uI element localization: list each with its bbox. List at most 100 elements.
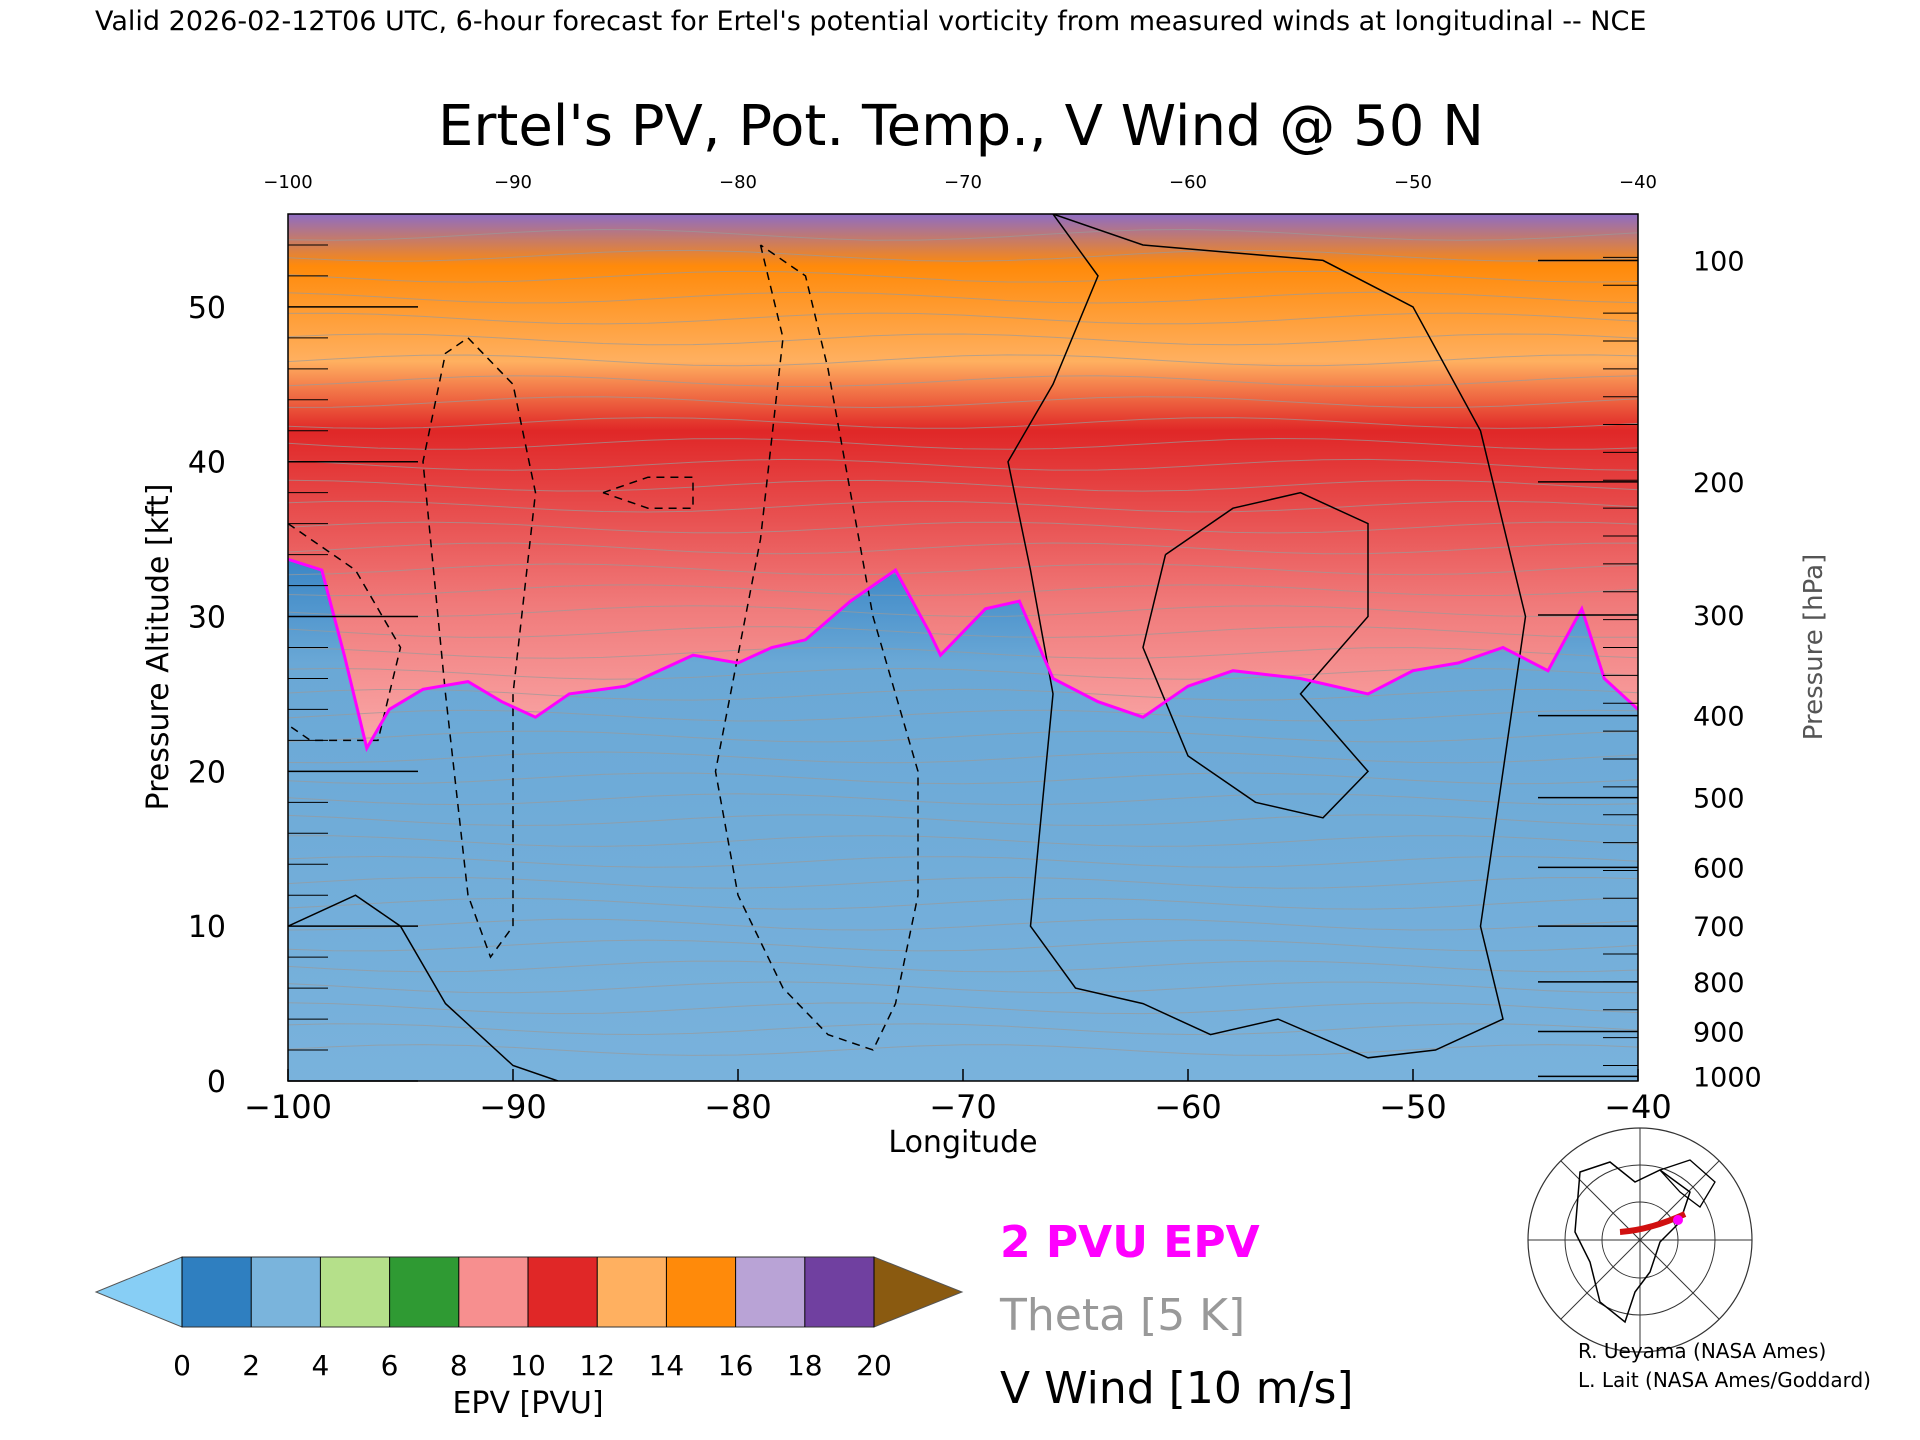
- credit-line-1: R. Ueyama (NASA Ames): [1578, 1339, 1826, 1363]
- x-tick-label: −60: [1154, 1088, 1222, 1126]
- theta-contour-line: [288, 605, 1638, 618]
- colorbar-segment: [597, 1257, 667, 1327]
- theta-contour-line: [288, 939, 1638, 952]
- theta-contour-line: [288, 500, 1638, 513]
- legend-2pvu: 2 PVU EPV: [1000, 1217, 1260, 1268]
- y-right-tick-label: 700: [1693, 912, 1745, 943]
- valid-time-header: Valid 2026-02-12T06 UTC, 6-hour forecast…: [95, 6, 1646, 37]
- colorbar-tick-label: 16: [718, 1349, 754, 1382]
- y-right-tick-label: 600: [1693, 853, 1745, 884]
- wind-contour-line: [1142, 491, 1370, 819]
- theta-contour-line: [288, 1023, 1638, 1036]
- legend-theta: Theta [5 K]: [999, 1290, 1245, 1341]
- theta-contour-line: [288, 458, 1638, 471]
- theta-contour-line: [288, 563, 1638, 576]
- theta-contours: [288, 228, 1638, 1056]
- top-tick-label: −70: [944, 172, 982, 193]
- theta-contour-line: [288, 835, 1638, 847]
- theta-contour-line: [288, 855, 1638, 868]
- colorbar-tick-label: 6: [381, 1349, 399, 1382]
- colorbar: 0 2 4 6 8 10 12 14 16 18 20: [94, 1256, 964, 1382]
- tropopause-2pvu-line: [288, 557, 1638, 753]
- theta-contour-line: [288, 249, 1638, 262]
- colorbar-tick-label: 12: [579, 1349, 615, 1382]
- x-tick-label: −50: [1379, 1088, 1447, 1126]
- top-tick-label: −40: [1619, 172, 1657, 193]
- x-axis-label: Longitude: [888, 1125, 1037, 1160]
- x-tick-label: −70: [929, 1088, 997, 1126]
- colorbar-tick-label: 20: [856, 1349, 892, 1382]
- wind-contour-line: [288, 894, 559, 1081]
- chart-title: Ertel's PV, Pot. Temp., V Wind @ 50 N: [438, 94, 1484, 159]
- theta-contour-line: [288, 228, 1638, 241]
- top-tick-label: −80: [719, 172, 757, 193]
- theta-contour-line: [288, 584, 1638, 597]
- colorbar-label: EPV [PVU]: [452, 1386, 603, 1421]
- theta-contour-line: [288, 375, 1638, 388]
- theta-contour-line: [288, 626, 1638, 638]
- colorbar-segment: [389, 1257, 460, 1327]
- credit-line-2: L. Lait (NASA Ames/Goddard): [1578, 1368, 1871, 1392]
- x-tick-label: −40: [1604, 1088, 1672, 1126]
- theta-contour-line: [288, 479, 1638, 492]
- y-left-tick-label: 20: [188, 755, 226, 790]
- colorbar-tick-label: 0: [173, 1349, 191, 1382]
- theta-contour-line: [288, 270, 1638, 283]
- theta-contour-line: [288, 542, 1638, 555]
- theta-contour-line: [288, 437, 1638, 450]
- colorbar-tick-label: 8: [450, 1349, 468, 1382]
- theta-contour-line: [288, 333, 1638, 346]
- y-left-tick-label: 10: [188, 910, 226, 945]
- top-tick-label: −90: [494, 172, 532, 193]
- right-axis-ticks: 100 200 300 400 500 600 700 800 900 1000: [1538, 246, 1762, 1093]
- troposphere-field: [288, 559, 1638, 1081]
- wind-contour-line: [1007, 214, 1527, 1059]
- x-axis-ticks: −100 −90 −80 −70 −60 −50 −40: [244, 1069, 1672, 1126]
- wind-contour-line: [422, 337, 537, 959]
- top-axis-ticks: −100 −90 −80 −70 −60 −50 −40: [263, 172, 1657, 193]
- colorbar-tick-label: 10: [510, 1349, 546, 1382]
- theta-contour-line: [288, 1002, 1638, 1015]
- colorbar-segment: [182, 1257, 252, 1327]
- colorbar-tick-label: 14: [649, 1349, 685, 1382]
- colorbar-segment: [666, 1257, 737, 1327]
- x-tick-label: −100: [244, 1088, 332, 1126]
- y-left-tick-label: 0: [207, 1065, 226, 1100]
- theta-contour-line: [288, 521, 1638, 534]
- top-tick-label: −50: [1394, 172, 1432, 193]
- theta-contour-line: [288, 960, 1638, 973]
- y-right-tick-label: 500: [1693, 784, 1745, 815]
- plot-area: [288, 214, 1638, 1081]
- theta-contour-line: [288, 312, 1638, 325]
- colorbar-segment: [735, 1257, 806, 1327]
- y-right-tick-label: 100: [1693, 246, 1745, 277]
- colorbar-over-arrow: [873, 1256, 964, 1328]
- y-right-tick-label: 1000: [1693, 1062, 1762, 1093]
- theta-contour-line: [288, 897, 1638, 910]
- theta-contour-line: [288, 396, 1638, 409]
- wind-contours: [288, 214, 1527, 1081]
- colorbar-tick-label: 18: [787, 1349, 823, 1382]
- y-left-tick-label: 40: [188, 446, 226, 481]
- location-map-inset: [1527, 1127, 1753, 1353]
- wind-contour-line: [714, 244, 919, 1051]
- colorbar-under-arrow: [94, 1256, 183, 1328]
- colorbar-segment: [251, 1257, 321, 1327]
- y-left-tick-label: 50: [188, 291, 226, 326]
- colorbar-segment: [458, 1257, 529, 1327]
- theta-contour-line: [288, 688, 1638, 701]
- y-right-tick-label: 200: [1693, 468, 1745, 499]
- y-axis-label-right: Pressure [hPa]: [1799, 554, 1829, 741]
- x-tick-label: −80: [704, 1088, 772, 1126]
- theta-contour-line: [288, 354, 1638, 367]
- wind-contour-line: [288, 522, 402, 742]
- colorbar-tick-label: 2: [242, 1349, 260, 1382]
- y-right-tick-label: 400: [1693, 702, 1745, 733]
- top-tick-label: −100: [263, 172, 312, 193]
- y-right-tick-label: 800: [1693, 968, 1745, 999]
- theta-contour-line: [288, 981, 1638, 994]
- y-axis-label-left: Pressure Altitude [kft]: [141, 484, 176, 811]
- y-left-tick-label: 30: [188, 601, 226, 636]
- colorbar-segment: [528, 1257, 598, 1327]
